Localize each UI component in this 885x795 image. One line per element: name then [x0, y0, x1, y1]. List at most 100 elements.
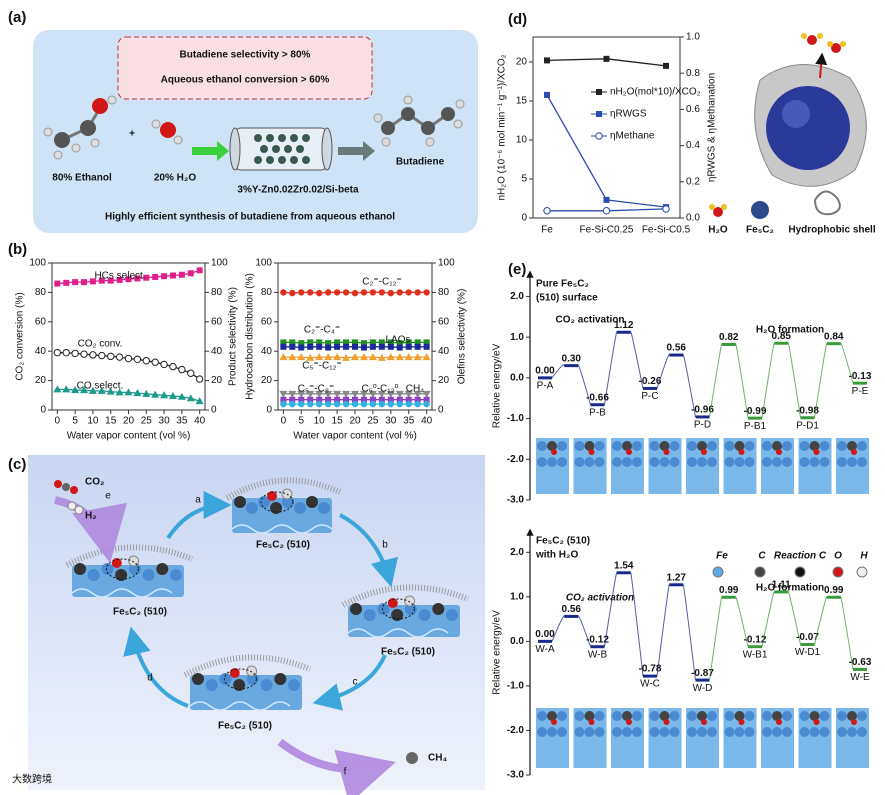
- connector: [761, 591, 775, 647]
- atom: [234, 496, 246, 508]
- atom: [813, 719, 820, 725]
- atom: [744, 441, 755, 451]
- marker: [603, 196, 610, 203]
- state-label: P-D: [694, 420, 711, 431]
- marker: [333, 289, 341, 296]
- marker: [386, 353, 395, 361]
- connector: [814, 596, 828, 645]
- marker: [334, 343, 341, 350]
- y-tick-label: 1.0: [510, 332, 524, 343]
- y-tick-label: 60: [261, 316, 273, 327]
- value-label: 0.56: [562, 604, 582, 615]
- y2-axis-title: Product selectivity (%): [228, 287, 239, 386]
- marker: [297, 353, 306, 361]
- marker: [88, 386, 97, 394]
- co2-molecule: [62, 483, 70, 491]
- atom: [772, 711, 782, 721]
- marker: [133, 355, 142, 363]
- structure-snapshot: [761, 708, 794, 768]
- y-tick-label: 100: [29, 258, 46, 269]
- connector: [656, 584, 670, 677]
- diagram-title: Pure Fe₅C₂: [536, 279, 589, 290]
- atom: [101, 563, 114, 575]
- diagram-title: with H₂O: [535, 550, 578, 561]
- y-tick-label: 0.0: [510, 636, 524, 647]
- y-tick-label: 40: [35, 346, 47, 357]
- state-label: W-B1: [743, 649, 768, 660]
- x-tick-label: 35: [176, 416, 188, 427]
- arrow: [338, 141, 375, 161]
- panel-label: (b): [8, 241, 27, 258]
- marker: [423, 339, 430, 346]
- atom: [847, 441, 857, 451]
- atom: [233, 679, 246, 691]
- marker: [544, 57, 550, 64]
- x-tick-label: 0: [55, 416, 61, 427]
- co2-molecule: [54, 480, 62, 488]
- atom: [697, 441, 707, 451]
- atom: [669, 457, 680, 467]
- atom: [551, 719, 557, 725]
- watermark: 大数跨境: [12, 773, 52, 786]
- marker: [396, 396, 403, 403]
- x-tick-label: 25: [141, 416, 153, 427]
- marker: [306, 353, 315, 361]
- atom: [837, 457, 847, 467]
- marker: [413, 390, 422, 398]
- reactant: 20% H₂O: [154, 173, 196, 184]
- marker: [369, 289, 377, 296]
- series-label: CH₄: [406, 384, 425, 395]
- marker: [413, 353, 422, 361]
- marker: [396, 289, 403, 296]
- y2-tick-label: 0.2: [686, 176, 700, 187]
- atom: [857, 457, 867, 467]
- atom: [837, 441, 847, 451]
- value-label: -0.98: [796, 405, 819, 416]
- plot-frame: [532, 36, 681, 219]
- value-label: -0.12: [744, 634, 767, 645]
- marker: [142, 357, 150, 365]
- atom: [557, 441, 567, 451]
- y2-tick-label: 0.6: [686, 104, 700, 115]
- connector: [709, 596, 723, 681]
- marker: [369, 339, 376, 346]
- value-label: -0.12: [586, 634, 609, 645]
- legend-atom: [794, 566, 806, 578]
- series-label: CO₂ activation: [556, 315, 625, 326]
- plus-sign: +: [129, 129, 135, 140]
- y-axis-title: CO₂ conversion (%): [15, 292, 26, 380]
- atom: [707, 727, 717, 737]
- ch4-molecule: [406, 752, 418, 764]
- marker: [98, 277, 105, 284]
- series-label: H₂O formation: [756, 583, 824, 594]
- legend-label: Hydrophobic shell: [788, 225, 875, 236]
- atom: [799, 457, 810, 467]
- atom: [537, 457, 547, 467]
- marker: [378, 289, 386, 296]
- marker: [333, 400, 341, 408]
- atom: [707, 441, 717, 451]
- atom: [551, 449, 557, 455]
- marker: [315, 353, 324, 361]
- marker: [369, 396, 376, 403]
- connector: [787, 591, 801, 645]
- value-label: 1.54: [614, 560, 634, 571]
- marker: [405, 400, 412, 408]
- marker: [387, 343, 394, 350]
- y-tick-label: 20: [516, 57, 528, 68]
- marker: [280, 400, 287, 408]
- reaction-arrow: [54, 496, 128, 564]
- marker: [298, 289, 305, 296]
- atom: [738, 449, 745, 455]
- surface-label: Fe₅C₂ (510): [113, 607, 167, 618]
- marker: [342, 390, 351, 398]
- atom: [659, 711, 670, 721]
- marker: [369, 400, 377, 408]
- atom: [837, 711, 847, 721]
- atom: [734, 457, 745, 467]
- step-label: c: [353, 677, 358, 688]
- x-tick-label: 30: [385, 416, 397, 427]
- series-label: C₅⁼-C₈⁼: [298, 384, 335, 395]
- state-label: W-B: [588, 649, 608, 660]
- marker: [107, 352, 115, 361]
